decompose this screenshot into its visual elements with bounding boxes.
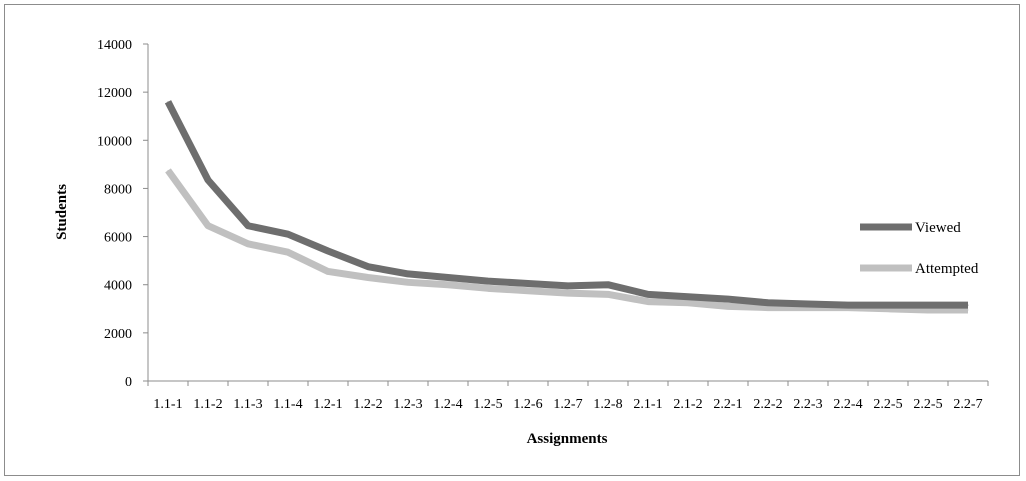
x-tick-label: 2.2-7 [953, 397, 982, 412]
data-point [287, 251, 289, 253]
y-tick-label: 10000 [97, 134, 132, 149]
x-tick-label: 1.2-6 [513, 397, 542, 412]
x-axis-title: Assignments [527, 431, 608, 447]
x-tick-label: 1.2-5 [473, 397, 502, 412]
data-point [727, 305, 729, 307]
x-tick-label: 1.2-1 [313, 397, 342, 412]
x-tick-label: 1.1-3 [233, 397, 262, 412]
legend-label: Attempted [915, 261, 979, 277]
data-point [647, 293, 649, 295]
data-point [767, 307, 769, 309]
legend-item-attempted: Attempted [860, 261, 979, 277]
data-point [567, 292, 569, 294]
data-point [567, 285, 569, 287]
x-tick-label: 2.2-5 [873, 397, 902, 412]
data-point [847, 304, 849, 306]
x-tick-label: 1.1-1 [153, 397, 182, 412]
data-point [167, 101, 169, 103]
x-tick-label: 1.2-2 [353, 397, 382, 412]
data-point [367, 266, 369, 268]
data-point [167, 169, 169, 171]
y-tick-label: 8000 [104, 182, 132, 197]
y-tick-label: 14000 [97, 38, 132, 53]
data-point [967, 309, 969, 311]
data-point [247, 243, 249, 245]
data-point [447, 276, 449, 278]
data-point [607, 293, 609, 295]
data-point [527, 290, 529, 292]
x-tick-label: 2.1-1 [633, 397, 662, 412]
data-point [207, 225, 209, 227]
data-point [527, 283, 529, 285]
x-tick-label: 2.2-5 [913, 397, 942, 412]
data-point [607, 284, 609, 286]
legend: Viewed Attempted [860, 220, 979, 277]
data-point [887, 304, 889, 306]
data-point [367, 276, 369, 278]
y-axis-title: Students [54, 184, 70, 240]
x-tick-label: 1.2-3 [393, 397, 422, 412]
y-axis: 0 2000 4000 6000 8000 10000 12000 14000 [97, 38, 149, 390]
series-layer [164, 100, 969, 314]
y-tick-label: 12000 [97, 86, 132, 101]
x-axis: 1.1-1 1.1-2 1.1-3 1.1-4 1.2-1 1.2-2 1.2-3 1.2-4… [147, 380, 989, 412]
x-tick-label: 1.1-2 [193, 397, 222, 412]
data-point [767, 302, 769, 304]
data-point [447, 284, 449, 286]
data-point [487, 287, 489, 289]
data-point [327, 250, 329, 252]
series-viewed [164, 100, 969, 309]
data-point [687, 302, 689, 304]
series-line [164, 100, 968, 309]
y-tick-label: 2000 [104, 327, 132, 342]
x-tick-label: 2.2-1 [713, 397, 742, 412]
x-tick-label: 1.1-4 [273, 397, 302, 412]
y-tick-label: 0 [125, 375, 132, 390]
data-point [687, 296, 689, 298]
data-point [647, 301, 649, 303]
data-point [407, 273, 409, 275]
x-tick-label: 2.2-2 [753, 397, 782, 412]
data-point [287, 233, 289, 235]
y-tick-label: 4000 [104, 279, 132, 294]
data-point [807, 303, 809, 305]
data-point [727, 298, 729, 300]
data-point [327, 270, 329, 272]
data-point [927, 309, 929, 311]
y-tick-label: 6000 [104, 231, 132, 246]
x-tick-label: 1.2-4 [433, 397, 462, 412]
x-tick-label: 2.2-4 [833, 397, 862, 412]
x-tick-label: 2.2-3 [793, 397, 822, 412]
data-point [407, 281, 409, 283]
data-point [207, 179, 209, 181]
data-point [967, 304, 969, 306]
x-tick-label: 2.1-2 [673, 397, 702, 412]
legend-label: Viewed [915, 220, 961, 236]
legend-item-viewed: Viewed [860, 220, 961, 236]
data-point [487, 280, 489, 282]
data-point [247, 225, 249, 227]
x-tick-label: 1.2-8 [593, 397, 622, 412]
data-point [927, 304, 929, 306]
chart-frame [4, 4, 1020, 476]
x-tick-label: 1.2-7 [553, 397, 582, 412]
